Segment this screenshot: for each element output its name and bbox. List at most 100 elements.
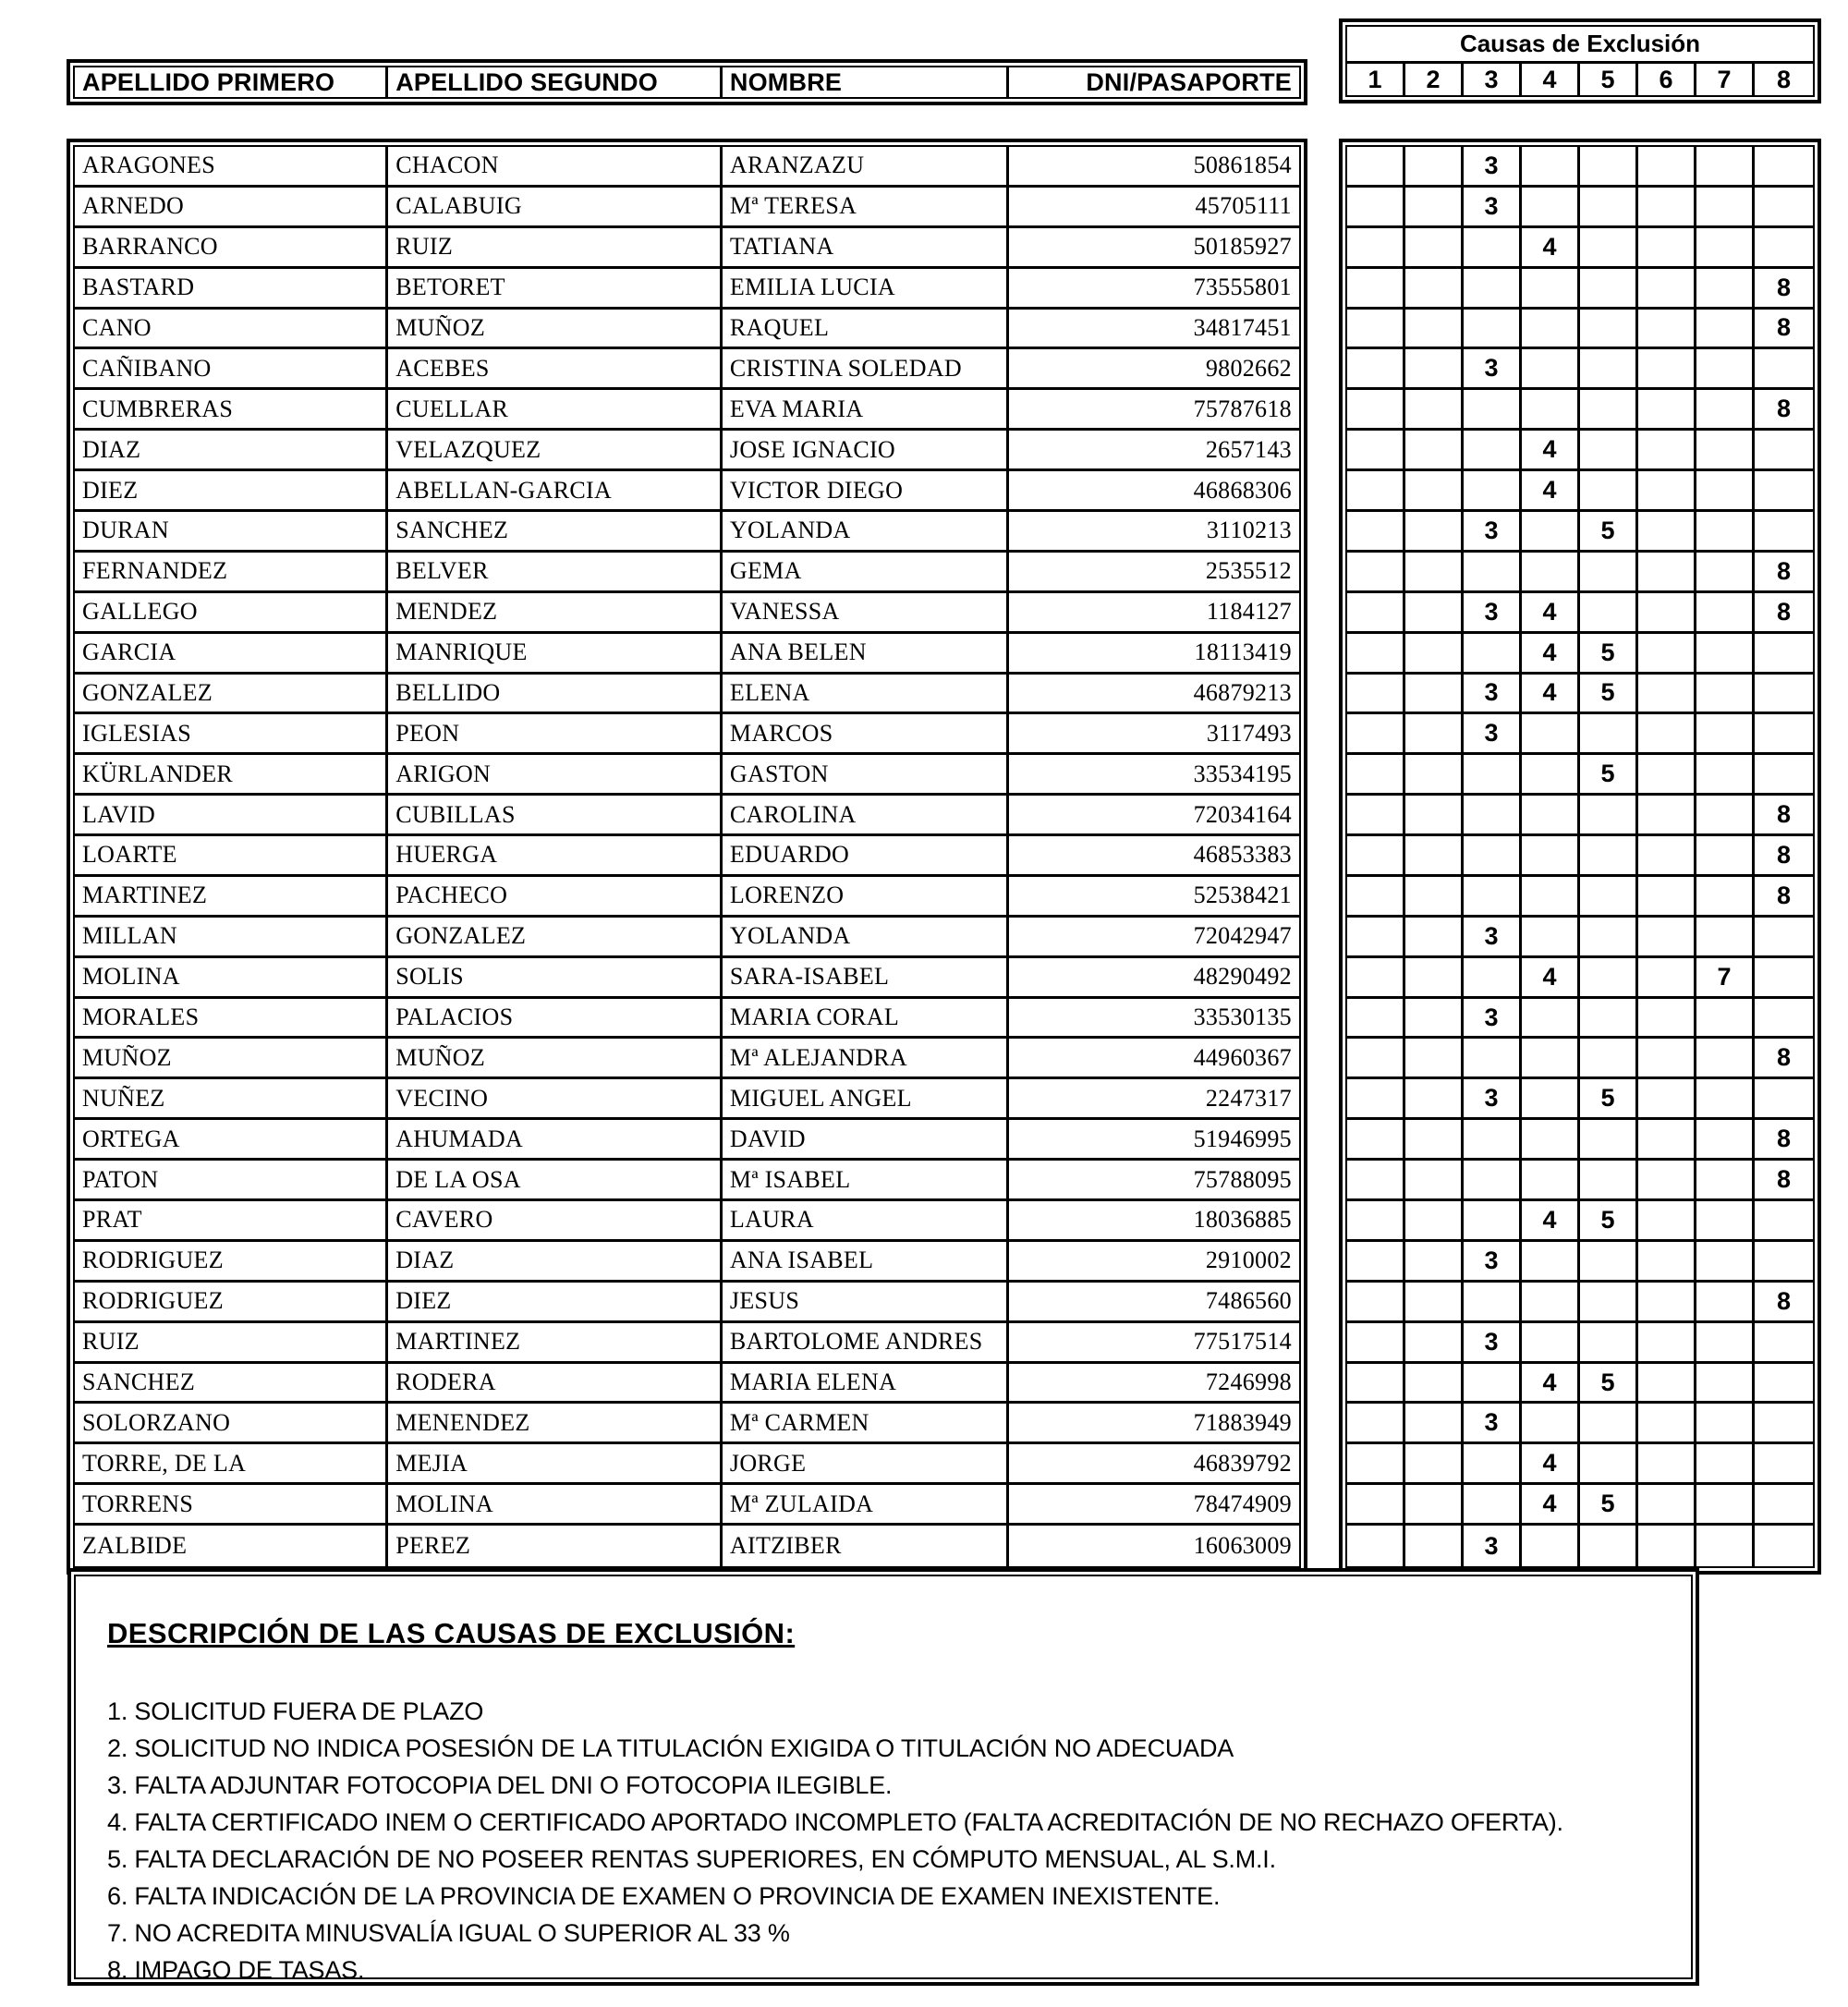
table-row: TORRENS MOLINA Mª ZULAIDA 78474909 xyxy=(75,1485,1299,1527)
cell-apellido-segundo: PEREZ xyxy=(388,1526,723,1566)
description-content: DESCRIPCIÓN DE LAS CAUSAS DE EXCLUSIÓN: … xyxy=(76,1576,1691,1989)
causa-cell xyxy=(1347,917,1405,955)
causa-cell xyxy=(1405,674,1464,712)
table-row: LOARTE HUERGA EDUARDO 46853383 xyxy=(75,836,1299,877)
cell-dni-pasaporte: 75788095 xyxy=(1193,1165,1292,1193)
causa-cell xyxy=(1405,1404,1464,1442)
causa-cell xyxy=(1638,227,1696,266)
causa-cell xyxy=(1522,1120,1580,1159)
cell-nombre: JORGE xyxy=(723,1444,1009,1483)
cell-dni-pasaporte: 77517514 xyxy=(1193,1328,1292,1356)
causa-cell: 8 xyxy=(1776,840,1792,869)
causa-cell xyxy=(1405,431,1464,469)
causas-grid-row: 5 xyxy=(1347,755,1813,797)
causa-cell: 8 xyxy=(1776,556,1792,585)
causas-grid-row: 3 xyxy=(1347,187,1813,228)
causas-column-number: 8 xyxy=(1776,65,1792,93)
name-table-header-row: APELLIDO PRIMERO APELLIDO SEGUNDO NOMBRE… xyxy=(73,66,1301,99)
causa-cell: 3 xyxy=(1464,592,1522,631)
causa-cell xyxy=(1522,147,1580,185)
causa-cell xyxy=(1580,1241,1638,1280)
cell-apellido-primero: MARTINEZ xyxy=(75,876,389,915)
causa-cell xyxy=(1755,1079,1813,1117)
causa-cell xyxy=(1696,431,1755,469)
cell-dni-pasaporte: 75787618 xyxy=(1193,395,1292,422)
cell-apellido-primero: DIAZ xyxy=(75,431,389,469)
causa-cell xyxy=(1464,1201,1522,1239)
table-row: ARAGONES CHACON ARANZAZU 50861854 xyxy=(75,147,1299,188)
table-row: MOLINA SOLIS SARA-ISABEL 48290492 xyxy=(75,957,1299,999)
table-row: DURAN SANCHEZ YOLANDA 3110213 xyxy=(75,511,1299,553)
causa-cell xyxy=(1696,147,1755,185)
cell-apellido-primero: GALLEGO xyxy=(75,592,389,631)
causa-cell xyxy=(1696,390,1755,429)
cell-dni-pasaporte: 48290492 xyxy=(1193,963,1292,991)
cell-apellido-segundo: ACEBES xyxy=(388,349,723,388)
column-header-apellido-segundo: APELLIDO SEGUNDO xyxy=(388,67,723,97)
causa-cell xyxy=(1580,836,1638,874)
causa-cell xyxy=(1405,1526,1464,1566)
table-row: SOLORZANO MENENDEZ Mª CARMEN 71883949 xyxy=(75,1404,1299,1445)
causa-cell xyxy=(1464,471,1522,509)
causa-cell xyxy=(1580,349,1638,388)
causa-cell xyxy=(1522,876,1580,915)
causa-cell xyxy=(1638,390,1696,429)
causa-cell: 7 xyxy=(1696,957,1755,996)
causa-cell xyxy=(1522,796,1580,834)
causa-cell xyxy=(1638,998,1696,1037)
cell-nombre: EDUARDO xyxy=(723,836,1009,874)
cell-apellido-segundo: MUÑOZ xyxy=(388,309,723,347)
causa-cell xyxy=(1405,633,1464,672)
causa-cell xyxy=(1580,876,1638,915)
causa-cell xyxy=(1638,147,1696,185)
causa-cell xyxy=(1755,1444,1813,1482)
cell-nombre: JESUS xyxy=(723,1282,1009,1320)
cell-dni-pasaporte: 7486560 xyxy=(1205,1287,1292,1315)
causa-cell xyxy=(1580,1282,1638,1320)
cell-apellido-primero: SANCHEZ xyxy=(75,1363,389,1402)
cell-apellido-primero: CUMBRERAS xyxy=(75,390,389,429)
table-row: CAÑIBANO ACEBES CRISTINA SOLEDAD 9802662 xyxy=(75,349,1299,391)
causa-cell xyxy=(1638,1363,1696,1402)
causas-grid-row: 8 xyxy=(1347,309,1813,350)
causa-cell xyxy=(1638,876,1696,915)
causa-cell xyxy=(1464,1444,1522,1483)
cell-apellido-segundo: CAVERO xyxy=(388,1201,723,1239)
causa-cell xyxy=(1405,552,1464,590)
causa-cell xyxy=(1405,227,1464,266)
causa-cell: 4 xyxy=(1522,633,1580,672)
cell-nombre: Mª TERESA xyxy=(723,187,1009,225)
causa-cell xyxy=(1696,1322,1755,1361)
causa-cell xyxy=(1696,511,1755,550)
causa-cell xyxy=(1696,796,1755,834)
causa-cell xyxy=(1405,1161,1464,1199)
cell-dni-pasaporte: 50861854 xyxy=(1193,152,1292,179)
cell-dni-pasaporte: 73555801 xyxy=(1193,274,1292,301)
causa-cell xyxy=(1638,187,1696,225)
cell-apellido-primero: CAÑIBANO xyxy=(75,349,389,388)
causa-cell xyxy=(1522,714,1580,753)
cell-dni-pasaporte: 46879213 xyxy=(1193,678,1292,706)
causa-cell: 4 xyxy=(1522,1444,1580,1483)
causas-grid-row: 3 xyxy=(1347,1322,1813,1364)
cell-nombre: LAURA xyxy=(723,1201,1009,1239)
causa-cell: 4 xyxy=(1522,1201,1580,1239)
cell-dni-pasaporte: 7246998 xyxy=(1205,1368,1292,1395)
cell-apellido-primero: BARRANCO xyxy=(75,227,389,266)
causa-cell xyxy=(1580,187,1638,225)
causa-cell xyxy=(1580,309,1638,347)
causa-cell xyxy=(1638,796,1696,834)
cell-dni-pasaporte: 9802662 xyxy=(1205,354,1292,382)
causa-cell xyxy=(1638,917,1696,955)
causa-cell xyxy=(1347,431,1405,469)
causa-cell xyxy=(1638,1079,1696,1118)
causa-cell: 3 xyxy=(1464,1404,1522,1442)
causa-cell xyxy=(1522,552,1580,590)
causa-cell xyxy=(1405,796,1464,834)
cell-apellido-segundo: CUELLAR xyxy=(388,390,723,429)
cell-nombre: JOSE IGNACIO xyxy=(723,431,1009,469)
cell-apellido-segundo: DIEZ xyxy=(388,1282,723,1320)
